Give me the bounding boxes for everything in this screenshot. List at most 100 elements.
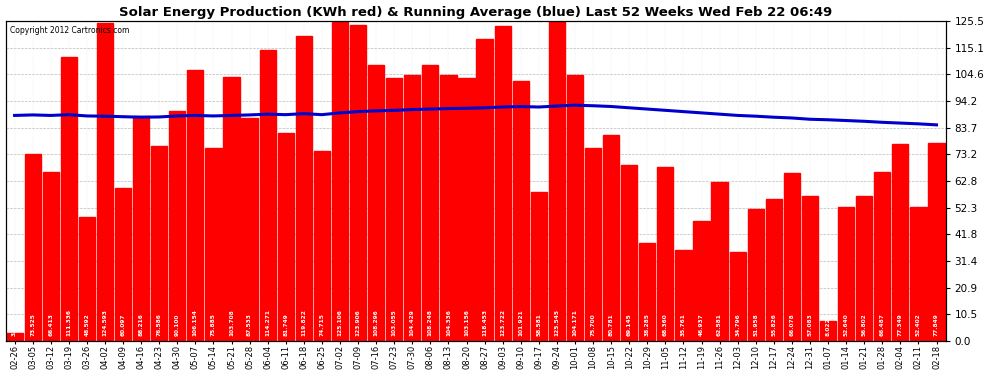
Text: 3.152: 3.152	[12, 317, 17, 336]
Bar	[169, 111, 185, 341]
Text: 104.429: 104.429	[410, 309, 415, 336]
Bar	[910, 207, 927, 341]
Text: 58.581: 58.581	[537, 313, 542, 336]
Bar	[495, 26, 511, 341]
Bar	[548, 21, 565, 341]
Text: 77.849: 77.849	[934, 313, 939, 336]
Text: 124.593: 124.593	[103, 309, 108, 336]
Text: 62.581: 62.581	[717, 313, 722, 336]
Text: 108.248: 108.248	[428, 309, 433, 336]
Bar	[856, 196, 872, 341]
Text: 51.958: 51.958	[753, 313, 758, 336]
Bar	[730, 252, 745, 341]
Bar	[567, 75, 583, 341]
Bar	[929, 142, 944, 341]
Bar	[603, 135, 620, 341]
Bar	[458, 78, 474, 341]
Bar	[441, 75, 456, 341]
Bar	[802, 195, 818, 341]
Bar	[79, 217, 95, 341]
Bar	[151, 146, 167, 341]
Bar	[349, 25, 366, 341]
Text: 75.700: 75.700	[591, 313, 596, 336]
Text: 73.525: 73.525	[30, 313, 36, 336]
Text: 123.722: 123.722	[500, 309, 505, 336]
Text: 87.533: 87.533	[248, 313, 252, 336]
Bar	[422, 65, 439, 341]
Bar	[640, 243, 655, 341]
Text: 103.708: 103.708	[229, 309, 234, 336]
Bar	[205, 148, 222, 341]
Bar	[314, 151, 330, 341]
Bar	[368, 65, 384, 341]
Text: 77.349: 77.349	[898, 313, 903, 336]
Text: 125.106: 125.106	[338, 309, 343, 336]
Bar	[765, 199, 782, 341]
Bar	[242, 118, 257, 341]
Bar	[187, 70, 204, 341]
Bar	[874, 171, 890, 341]
Text: 104.336: 104.336	[446, 309, 450, 336]
Text: 8.022: 8.022	[826, 317, 831, 336]
Bar	[224, 76, 240, 341]
Text: 81.749: 81.749	[283, 313, 288, 336]
Text: 52.402: 52.402	[916, 313, 921, 336]
Bar	[7, 333, 23, 341]
Text: 68.360: 68.360	[663, 313, 668, 336]
Bar	[296, 36, 312, 341]
Text: 55.826: 55.826	[771, 313, 776, 336]
Bar	[675, 250, 692, 341]
Text: Copyright 2012 Cartronics.com: Copyright 2012 Cartronics.com	[10, 26, 130, 35]
Text: 46.937: 46.937	[699, 313, 704, 336]
Text: 125.545: 125.545	[554, 309, 559, 336]
Bar	[820, 321, 837, 341]
Text: 108.296: 108.296	[373, 309, 378, 336]
Bar	[747, 209, 764, 341]
Bar	[97, 23, 113, 341]
Text: 38.285: 38.285	[644, 313, 649, 336]
Bar	[133, 116, 149, 341]
Text: 88.216: 88.216	[139, 313, 144, 336]
Text: 76.586: 76.586	[156, 313, 161, 336]
Text: 80.781: 80.781	[609, 313, 614, 336]
Bar	[386, 78, 402, 341]
Text: 118.453: 118.453	[482, 309, 487, 336]
Title: Solar Energy Production (KWh red) & Running Average (blue) Last 52 Weeks Wed Feb: Solar Energy Production (KWh red) & Runn…	[119, 6, 833, 18]
Text: 75.885: 75.885	[211, 313, 216, 336]
Bar	[277, 133, 294, 341]
Text: 111.336: 111.336	[66, 309, 71, 336]
Text: 74.715: 74.715	[320, 313, 325, 336]
Text: 56.802: 56.802	[861, 313, 866, 336]
Bar	[712, 182, 728, 341]
Text: 34.796: 34.796	[736, 313, 741, 336]
Text: 52.640: 52.640	[843, 313, 848, 336]
Bar	[657, 167, 673, 341]
Bar	[892, 144, 909, 341]
Text: 103.055: 103.055	[392, 309, 397, 336]
Bar	[115, 188, 132, 341]
Text: 66.413: 66.413	[49, 313, 53, 336]
Text: 114.271: 114.271	[265, 309, 270, 336]
Text: 60.097: 60.097	[121, 314, 126, 336]
Text: 119.822: 119.822	[301, 309, 306, 336]
Bar	[693, 221, 710, 341]
Text: 66.078: 66.078	[789, 313, 794, 336]
Text: 106.154: 106.154	[193, 309, 198, 336]
Bar	[60, 57, 77, 341]
Text: 48.592: 48.592	[84, 313, 89, 336]
Text: 66.487: 66.487	[880, 313, 885, 336]
Bar	[404, 75, 421, 341]
Bar	[259, 50, 276, 341]
Bar	[476, 39, 493, 341]
Bar	[531, 192, 546, 341]
Bar	[621, 165, 638, 341]
Text: 101.921: 101.921	[518, 309, 524, 336]
Bar	[25, 154, 41, 341]
Bar	[513, 81, 529, 341]
Bar	[43, 172, 58, 341]
Text: 104.171: 104.171	[572, 309, 577, 336]
Text: 103.156: 103.156	[464, 309, 469, 336]
Text: 57.083: 57.083	[808, 313, 813, 336]
Bar	[585, 148, 601, 341]
Text: 69.145: 69.145	[627, 313, 632, 336]
